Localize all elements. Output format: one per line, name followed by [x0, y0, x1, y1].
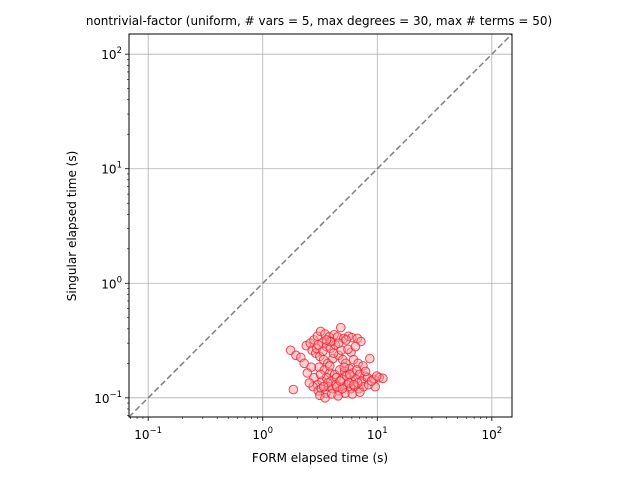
- scatter-point: [318, 381, 329, 392]
- x-tick-label: 102: [481, 426, 502, 442]
- y-tick-label: 102: [101, 46, 122, 62]
- scatter-point: [349, 379, 359, 390]
- y-tick-label: 10−1: [94, 390, 122, 406]
- scatter-point: [335, 322, 346, 333]
- axis-ticks: 10−1 100 101 102 10−1 100 101 102: [94, 46, 502, 442]
- scatter-point: [332, 381, 342, 392]
- scatter-point: [347, 389, 358, 399]
- scatter-point: [364, 353, 375, 364]
- scatter-point: [304, 378, 315, 388]
- x-axis-label: FORM elapsed time (s): [252, 451, 388, 465]
- scatter-point: [288, 384, 299, 395]
- scatter-point: [360, 366, 371, 377]
- x-tick-label: 101: [367, 426, 388, 442]
- plot-frame: [128, 33, 513, 418]
- scatter-point: [315, 369, 326, 380]
- scatter-point: [314, 362, 324, 373]
- scatter-point: [318, 346, 328, 357]
- y-axis-label: Singular elapsed time (s): [65, 151, 79, 302]
- scatter-points: [285, 322, 388, 403]
- x-tick-label: 10−1: [134, 426, 162, 442]
- diagonal-reference-line: [128, 33, 513, 418]
- scatter-point: [302, 368, 313, 378]
- scatter-point: [350, 341, 361, 352]
- reference-line: [128, 33, 513, 418]
- scatter-point: [341, 335, 351, 345]
- y-tick-label: 101: [101, 161, 122, 177]
- scatter-point: [355, 387, 365, 397]
- scatter-point: [337, 383, 348, 394]
- scatter-point: [335, 376, 346, 386]
- scatter-point: [291, 350, 301, 361]
- scatter-point: [324, 361, 335, 371]
- scatter-point: [321, 335, 332, 345]
- x-tick-label: 100: [252, 426, 273, 442]
- scatter-point: [333, 391, 343, 401]
- chart-title: nontrivial-factor (uniform, # vars = 5, …: [86, 14, 552, 28]
- scatter-point: [339, 362, 350, 373]
- scatter-point: [313, 340, 324, 350]
- scatter-point: [344, 369, 355, 380]
- y-tick-label: 100: [101, 275, 122, 291]
- scatter-point: [315, 390, 325, 401]
- grid-lines: [129, 34, 512, 417]
- scatter-point: [371, 371, 382, 381]
